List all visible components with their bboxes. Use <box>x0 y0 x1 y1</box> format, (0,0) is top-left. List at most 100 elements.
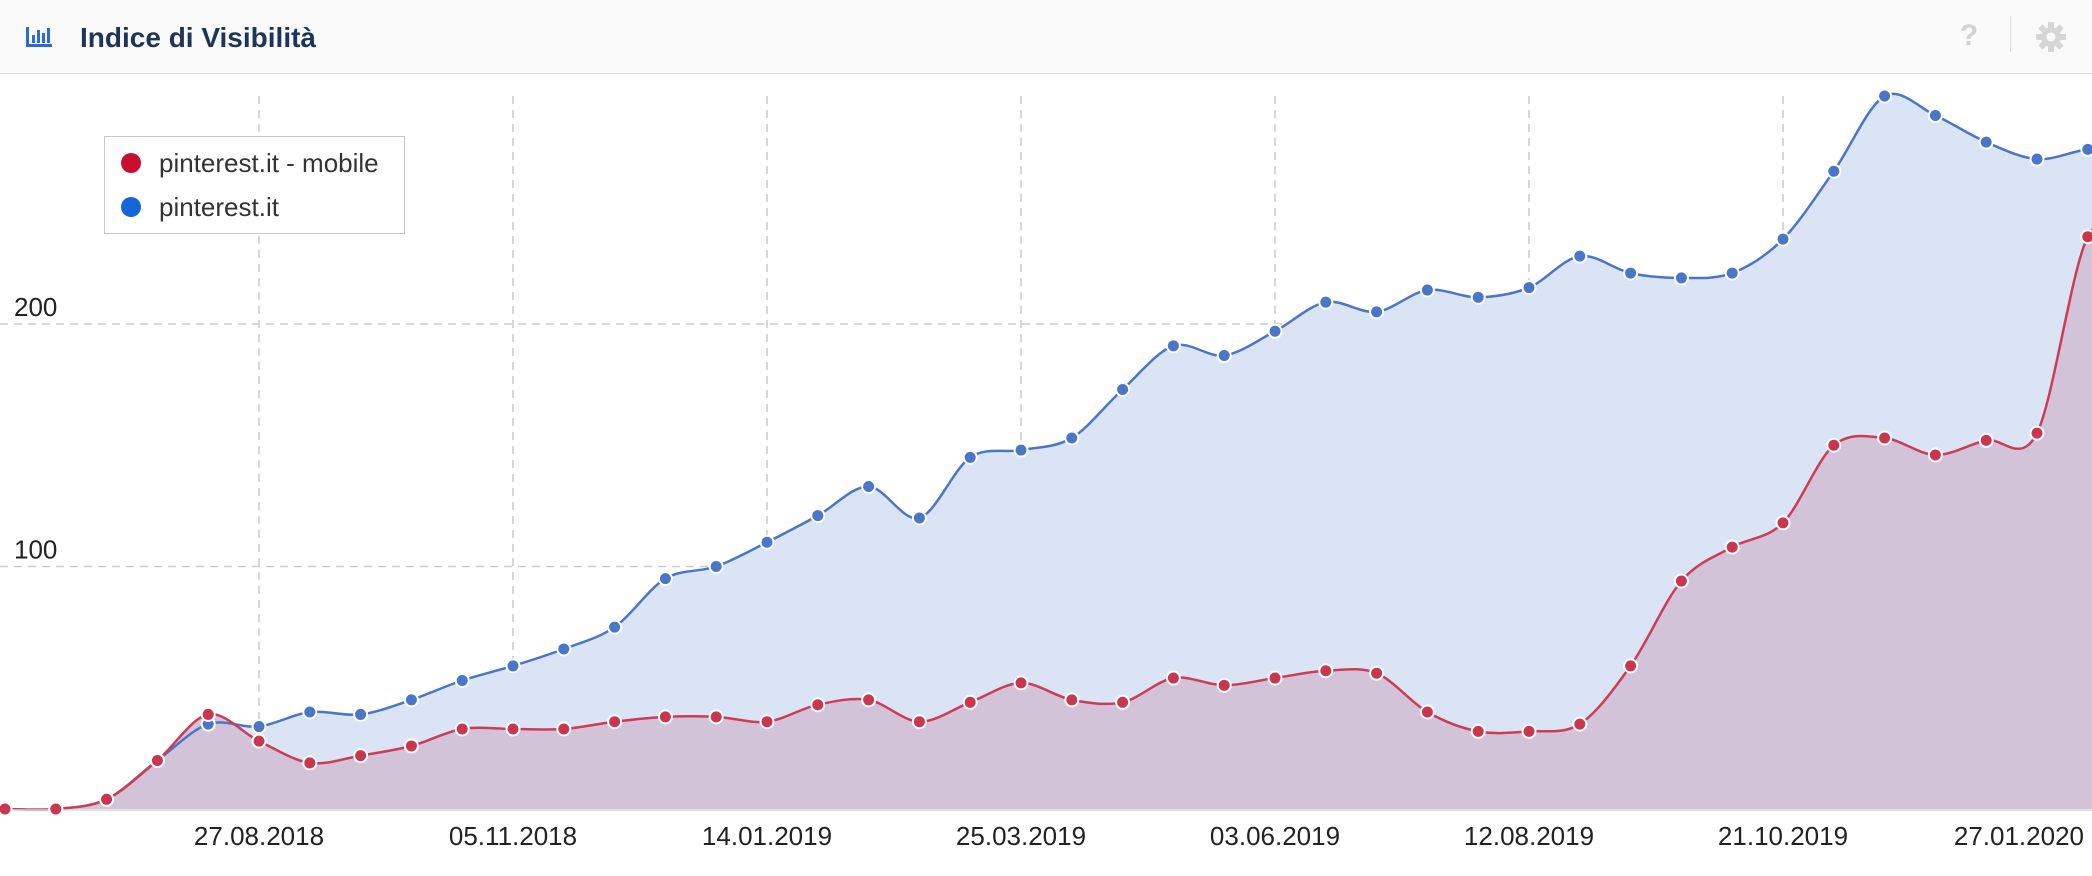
point-pinterest-it <box>1013 442 1029 458</box>
point-pinterest-it <box>1318 294 1334 310</box>
point-pinterest-it <box>1521 280 1537 296</box>
x-tick-label: 27.01.2020 <box>1954 821 2084 851</box>
point-pinterest-it-mobile <box>48 801 64 817</box>
point-pinterest-it <box>1877 88 1893 104</box>
x-tick-label: 12.08.2019 <box>1464 821 1594 851</box>
point-pinterest-it <box>403 692 419 708</box>
point-pinterest-it-mobile <box>607 714 623 730</box>
x-tick-label: 03.06.2019 <box>1210 821 1340 851</box>
point-pinterest-it-mobile <box>200 706 216 722</box>
point-pinterest-it <box>1369 304 1385 320</box>
point-pinterest-it-mobile <box>99 791 115 807</box>
legend-item-desktop[interactable]: pinterest.it <box>115 187 400 227</box>
visibility-chart: 100 200 27.08.2018 05.11.2018 14.01.2019 25.0… <box>0 88 2092 851</box>
bar-chart-icon <box>26 27 52 47</box>
point-pinterest-it-mobile <box>657 709 673 725</box>
point-pinterest-it-mobile <box>2080 229 2092 245</box>
point-pinterest-it <box>2080 141 2092 157</box>
point-pinterest-it-mobile <box>403 738 419 754</box>
point-pinterest-it <box>1927 107 1943 123</box>
widget-header: Indice di Visibilità ? <box>0 0 2092 74</box>
point-pinterest-it-mobile <box>962 694 978 710</box>
point-pinterest-it-mobile <box>251 733 267 749</box>
point-pinterest-it <box>1826 163 1842 179</box>
point-pinterest-it <box>1775 231 1791 247</box>
point-pinterest-it <box>759 534 775 550</box>
x-tick-label: 21.10.2019 <box>1718 821 1848 851</box>
area-pinterest-it-mobile <box>5 230 2092 810</box>
point-pinterest-it-mobile <box>556 721 572 737</box>
point-pinterest-it <box>454 672 470 688</box>
point-pinterest-it-mobile <box>1318 663 1334 679</box>
point-pinterest-it <box>1978 134 1994 150</box>
point-pinterest-it <box>1572 248 1588 264</box>
point-pinterest-it-mobile <box>149 753 165 768</box>
point-pinterest-it-mobile <box>708 709 724 725</box>
point-pinterest-it-mobile <box>759 714 775 730</box>
point-pinterest-it-mobile <box>2029 425 2045 441</box>
point-pinterest-it <box>911 510 927 526</box>
legend-item-mobile[interactable]: pinterest.it - mobile <box>115 143 400 183</box>
point-pinterest-it-mobile <box>1470 723 1486 739</box>
point-pinterest-it-mobile <box>1623 658 1639 674</box>
point-pinterest-it <box>1115 381 1131 397</box>
point-pinterest-it <box>1165 338 1181 354</box>
point-pinterest-it-mobile <box>1419 704 1435 720</box>
point-pinterest-it-mobile <box>1978 432 1994 448</box>
point-pinterest-it <box>1064 430 1080 446</box>
point-pinterest-it-mobile <box>505 721 521 737</box>
y-tick-label: 100 <box>14 535 57 565</box>
point-pinterest-it <box>302 704 318 720</box>
point-pinterest-it-mobile <box>1013 675 1029 691</box>
area-pinterest-it <box>5 94 2092 810</box>
point-pinterest-it-mobile <box>0 801 13 817</box>
point-pinterest-it-mobile <box>1673 573 1689 589</box>
x-tick-label: 25.03.2019 <box>956 821 1086 851</box>
x-tick-label: 27.08.2018 <box>194 821 324 851</box>
point-pinterest-it-mobile <box>1775 515 1791 531</box>
legend-dot-desktop <box>121 197 141 217</box>
point-pinterest-it <box>708 559 724 574</box>
point-pinterest-it <box>251 719 267 735</box>
point-pinterest-it-mobile <box>911 714 927 730</box>
point-pinterest-it <box>657 571 673 587</box>
widget-title: Indice di Visibilità <box>80 22 316 53</box>
point-pinterest-it <box>505 658 521 674</box>
point-pinterest-it-mobile <box>1877 430 1893 446</box>
point-pinterest-it <box>861 478 877 494</box>
point-pinterest-it <box>1673 270 1689 286</box>
header-divider <box>2010 16 2011 52</box>
point-pinterest-it <box>1724 265 1740 281</box>
point-pinterest-it-mobile <box>1927 447 1943 463</box>
point-pinterest-it-mobile <box>1724 539 1740 555</box>
point-pinterest-it-mobile <box>1267 670 1283 686</box>
legend-label-mobile: pinterest.it - mobile <box>159 147 379 178</box>
point-pinterest-it <box>1623 265 1639 281</box>
point-pinterest-it <box>353 706 369 722</box>
point-pinterest-it <box>1267 323 1283 339</box>
point-pinterest-it-mobile <box>353 748 369 764</box>
point-pinterest-it-mobile <box>1165 670 1181 686</box>
point-pinterest-it-mobile <box>1064 692 1080 708</box>
x-tick-label: 05.11.2018 <box>449 821 577 851</box>
point-pinterest-it <box>810 508 826 524</box>
point-pinterest-it <box>1419 282 1435 298</box>
point-pinterest-it <box>556 641 572 657</box>
gear-icon[interactable] <box>2034 20 2068 54</box>
point-pinterest-it <box>2029 151 2045 167</box>
point-pinterest-it-mobile <box>302 755 318 771</box>
point-pinterest-it-mobile <box>1216 677 1232 693</box>
legend-dot-mobile <box>121 153 141 173</box>
point-pinterest-it-mobile <box>810 697 826 713</box>
point-pinterest-it-mobile <box>861 692 877 708</box>
point-pinterest-it-mobile <box>1572 716 1588 732</box>
legend-label-desktop: pinterest.it <box>159 191 279 222</box>
point-pinterest-it-mobile <box>1521 723 1537 739</box>
help-icon[interactable]: ? <box>1959 19 1979 52</box>
x-tick-label: 14.01.2019 <box>702 821 832 851</box>
point-pinterest-it <box>607 619 623 635</box>
point-pinterest-it-mobile <box>1826 437 1842 453</box>
point-pinterest-it <box>1216 348 1232 364</box>
point-pinterest-it-mobile <box>1115 694 1131 710</box>
